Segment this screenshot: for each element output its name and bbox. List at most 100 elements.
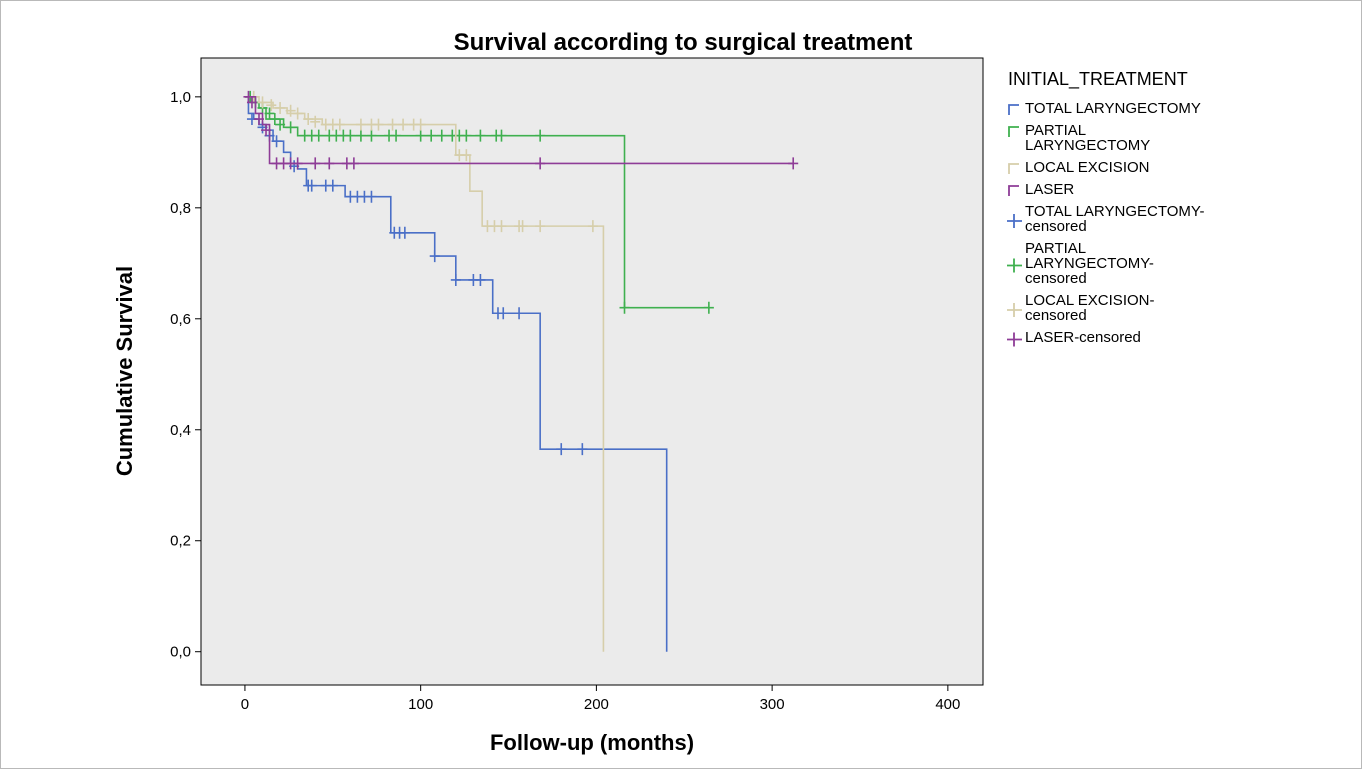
legend-label: censored xyxy=(1025,218,1087,235)
x-tick-label: 0 xyxy=(241,696,249,713)
censored-mark-2 xyxy=(496,220,507,233)
censored-mark-0 xyxy=(450,273,461,286)
censored-mark-1 xyxy=(496,129,507,142)
censored-mark-2 xyxy=(415,118,426,131)
legend-item: LOCAL EXCISION-censored xyxy=(1007,292,1154,324)
censored-mark-0 xyxy=(327,179,338,192)
censored-mark-2 xyxy=(292,107,303,120)
censored-mark-1 xyxy=(461,129,472,142)
y-tick-label: 0,8 xyxy=(170,200,191,217)
censored-mark-3 xyxy=(535,157,546,170)
legend-label: LOCAL EXCISION xyxy=(1025,159,1149,176)
legend-label: PARTIAL xyxy=(1025,240,1086,257)
x-tick-label: 400 xyxy=(935,696,960,713)
censored-mark-3 xyxy=(310,157,321,170)
censored-mark-2 xyxy=(310,115,321,128)
legend-item: LOCAL EXCISION xyxy=(1008,159,1149,176)
censored-mark-2 xyxy=(461,149,472,162)
censored-mark-1 xyxy=(366,129,377,142)
censored-mark-1 xyxy=(436,129,447,142)
censored-mark-0 xyxy=(271,135,282,148)
x-axis-label: Follow-up (months) xyxy=(490,730,694,755)
legend-item: LASER-censored xyxy=(1007,329,1141,347)
x-tick-label: 100 xyxy=(408,696,433,713)
censored-mark-1 xyxy=(285,121,296,134)
censored-mark-2 xyxy=(275,101,286,114)
plot-area xyxy=(200,57,984,686)
legend-label: LARYNGECTOMY xyxy=(1025,137,1150,154)
censored-mark-0 xyxy=(366,190,377,203)
censored-mark-3 xyxy=(246,96,257,109)
legend-swatch xyxy=(1007,258,1022,273)
y-axis-ticks: 0,0 0,2 0,4 0,6 0,8 1,0 xyxy=(170,89,201,661)
censored-mark-1 xyxy=(391,129,402,142)
censored-mark-1 xyxy=(269,113,280,126)
censored-mark-1 xyxy=(426,129,437,142)
legend-swatch xyxy=(1008,163,1019,174)
y-tick-label: 1,0 xyxy=(170,89,191,106)
censored-mark-2 xyxy=(587,220,598,233)
legend-label: LASER-censored xyxy=(1025,329,1141,346)
censored-mark-2 xyxy=(303,113,314,126)
censored-mark-1 xyxy=(703,301,714,314)
censored-mark-0 xyxy=(556,443,567,456)
censored-mark-2 xyxy=(387,118,398,131)
legend-label: LASER xyxy=(1025,181,1074,198)
censored-mark-3 xyxy=(324,157,335,170)
legend-swatch xyxy=(1007,303,1022,317)
censored-mark-0 xyxy=(306,179,317,192)
censored-mark-1 xyxy=(535,129,546,142)
censored-mark-0 xyxy=(475,273,486,286)
censored-mark-2 xyxy=(257,96,268,109)
censored-mark-2 xyxy=(535,220,546,233)
legend-item: TOTAL LARYNGECTOMY xyxy=(1008,100,1201,117)
censored-mark-2 xyxy=(373,118,384,131)
y-axis-label: Cumulative Survival xyxy=(112,266,137,476)
legend-swatch xyxy=(1008,104,1019,115)
censored-mark-1 xyxy=(415,129,426,142)
censored-mark-3 xyxy=(292,157,303,170)
x-tick-label: 200 xyxy=(584,696,609,713)
series-layer xyxy=(243,90,799,652)
censored-mark-2 xyxy=(398,118,409,131)
legend-label: LARYNGECTOMY- xyxy=(1025,255,1154,272)
y-tick-label: 0,0 xyxy=(170,644,191,661)
censored-mark-2 xyxy=(517,220,528,233)
censored-mark-2 xyxy=(334,118,345,131)
legend-swatch xyxy=(1007,332,1022,347)
legend-items: TOTAL LARYNGECTOMYPARTIALLARYNGECTOMYLOC… xyxy=(1007,100,1205,347)
censored-mark-0 xyxy=(399,226,410,239)
censored-mark-2 xyxy=(355,118,366,131)
legend-label: TOTAL LARYNGECTOMY- xyxy=(1025,203,1205,220)
legend-item: TOTAL LARYNGECTOMY-censored xyxy=(1007,203,1205,235)
legend-label: PARTIAL xyxy=(1025,122,1086,139)
censored-mark-1 xyxy=(313,129,324,142)
censored-mark-0 xyxy=(514,307,525,320)
legend-item: LASER xyxy=(1008,181,1074,198)
legend-swatch xyxy=(1008,126,1019,137)
censored-mark-3 xyxy=(348,157,359,170)
censored-mark-3 xyxy=(261,124,272,137)
legend-swatch xyxy=(1007,214,1022,228)
x-axis-ticks: 0 100 200 300 400 xyxy=(241,685,960,713)
legend-label: censored xyxy=(1025,307,1087,324)
survival-curve-2 xyxy=(244,96,605,652)
censored-mark-1 xyxy=(355,129,366,142)
censored-mark-1 xyxy=(475,129,486,142)
censored-mark-3 xyxy=(788,157,799,170)
censored-mark-0 xyxy=(498,307,509,320)
censored-mark-1 xyxy=(275,118,286,131)
censored-mark-1 xyxy=(619,301,630,314)
legend-label: LOCAL EXCISION- xyxy=(1025,292,1154,309)
censored-mark-2 xyxy=(285,104,296,117)
chart-title: Survival according to surgical treatment xyxy=(454,29,913,56)
legend-swatch xyxy=(1008,185,1019,196)
censored-mark-2 xyxy=(266,99,277,112)
censored-mark-0 xyxy=(577,443,588,456)
legend-title: INITIAL_TREATMENT xyxy=(1008,69,1188,90)
censored-mark-0 xyxy=(429,250,440,263)
